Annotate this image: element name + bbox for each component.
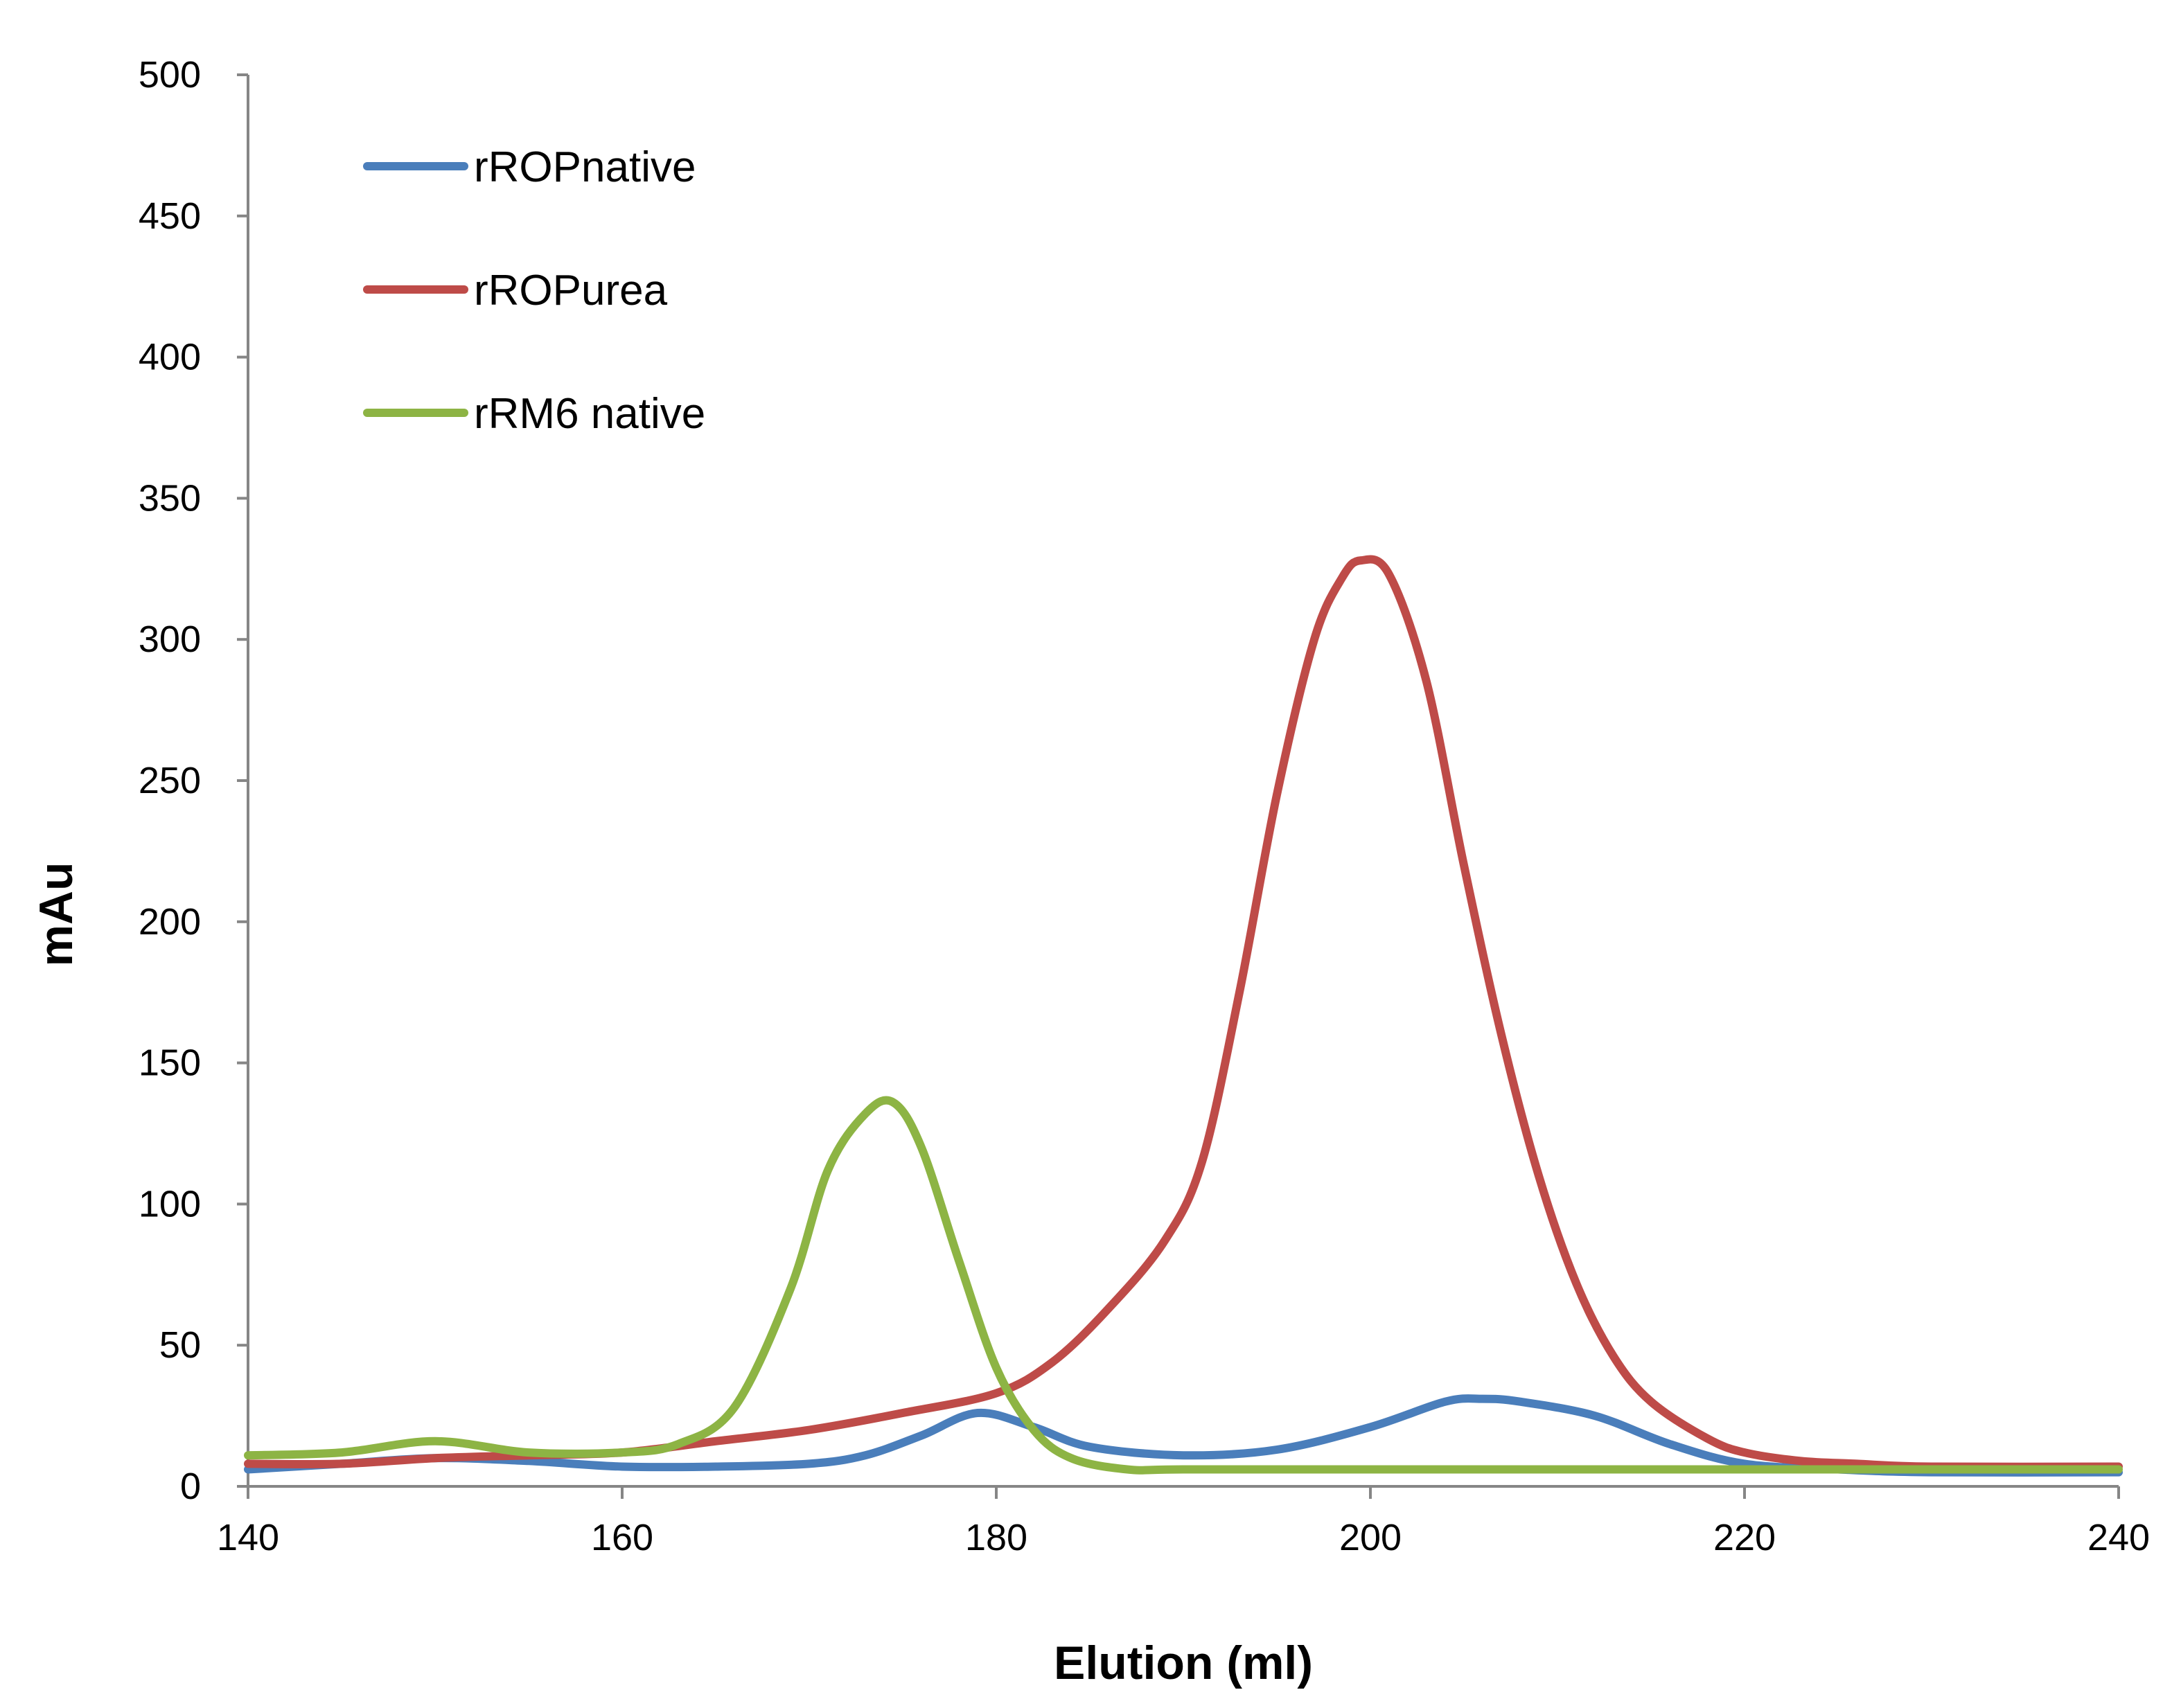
- x-tick-label: 140: [217, 1517, 279, 1558]
- y-axis-title: mAu: [30, 862, 82, 966]
- x-tick-label: 200: [1339, 1517, 1402, 1558]
- y-tick-label: 200: [139, 901, 201, 943]
- y-tick-label: 500: [139, 54, 201, 96]
- x-tick-label: 240: [2087, 1517, 2150, 1558]
- y-tick-label: 400: [139, 337, 201, 378]
- legend-label: rRM6 native: [474, 390, 705, 438]
- x-tick-label: 180: [965, 1517, 1027, 1558]
- x-tick-label: 160: [591, 1517, 653, 1558]
- series-line-rrm6-native: [244, 1096, 2123, 1475]
- legend-label: rROPnative: [474, 143, 696, 191]
- legend: rROPnative rROPurea rRM6 native: [363, 143, 705, 438]
- series-layer: [244, 555, 2123, 1477]
- series-line-rropurea: [244, 555, 2123, 1471]
- y-tick-label: 450: [139, 195, 201, 237]
- y-tick-label: 300: [139, 619, 201, 660]
- y-tick-label: 0: [180, 1466, 201, 1507]
- legend-label: rROPurea: [474, 267, 668, 314]
- y-tick-label: 50: [159, 1324, 201, 1366]
- y-ticks: 0 50 100 150 200 250 300 350 400 450 500: [139, 54, 248, 1507]
- x-tick-label: 220: [1713, 1517, 1776, 1558]
- series-line-rropnative: [244, 1394, 2123, 1477]
- y-tick-label: 250: [139, 760, 201, 801]
- y-tick-label: 150: [139, 1042, 201, 1084]
- x-axis-title: Elution (ml): [1054, 1637, 1313, 1689]
- x-ticks: 140 160 180 200 220 240: [217, 1486, 2150, 1558]
- y-tick-label: 350: [139, 477, 201, 519]
- y-tick-label: 100: [139, 1183, 201, 1225]
